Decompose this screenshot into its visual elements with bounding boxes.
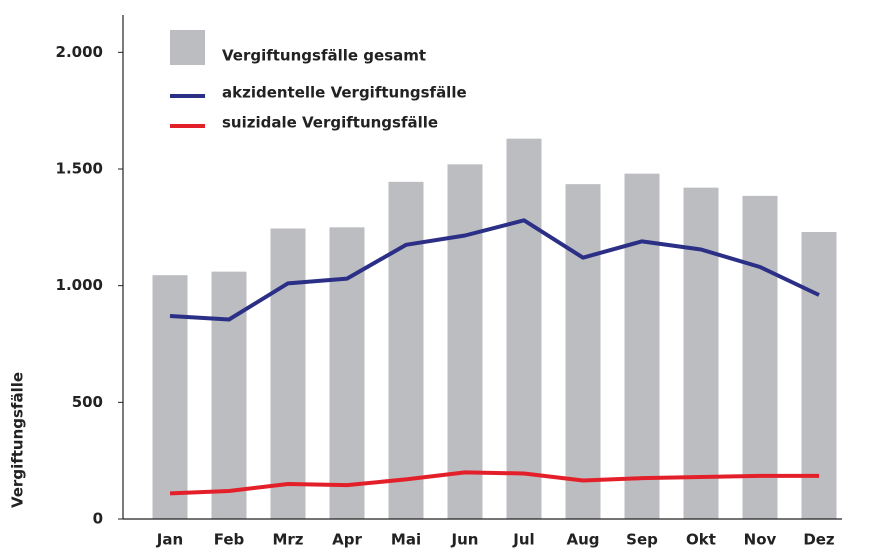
x-tick-label: Mrz xyxy=(272,531,303,549)
x-tick-label: Jun xyxy=(451,531,479,549)
bar xyxy=(624,173,660,519)
x-tick-label: Sep xyxy=(626,531,658,549)
x-tick-label: Feb xyxy=(214,531,245,549)
x-tick-label: Aug xyxy=(566,531,599,549)
y-tick-label: 0 xyxy=(93,510,103,528)
bar xyxy=(683,187,719,519)
y-tick-label: 2.000 xyxy=(56,43,103,61)
legend-label: Vergiftungsfälle gesamt xyxy=(222,47,426,65)
legend-swatch xyxy=(170,30,205,65)
bar xyxy=(742,195,778,520)
bar xyxy=(506,138,542,519)
bar xyxy=(270,228,306,519)
bar xyxy=(211,271,247,519)
y-tick-label: 500 xyxy=(72,393,103,411)
bar xyxy=(388,181,424,520)
bar xyxy=(329,227,365,520)
x-tick-label: Jan xyxy=(156,531,183,549)
y-tick-label: 1.500 xyxy=(56,160,103,178)
line-series xyxy=(169,470,819,496)
legend-label: suizidale Vergiftungsfälle xyxy=(222,114,438,132)
x-tick-label: Mai xyxy=(391,531,421,549)
bar xyxy=(565,184,601,519)
bar xyxy=(447,164,483,520)
x-tick-label: Dez xyxy=(803,531,835,549)
x-tick-label: Apr xyxy=(332,531,362,549)
x-tick-label: Okt xyxy=(686,531,716,549)
y-tick-label: 1.000 xyxy=(56,276,103,294)
y-axis-label: Vergiftungsfälle xyxy=(9,372,27,508)
x-tick-label: Jul xyxy=(512,531,534,549)
line-series xyxy=(169,218,820,322)
legend-label: akzidentelle Vergiftungsfälle xyxy=(222,84,467,102)
bar xyxy=(801,232,837,519)
x-tick-label: Nov xyxy=(744,531,777,549)
bar xyxy=(152,275,188,519)
